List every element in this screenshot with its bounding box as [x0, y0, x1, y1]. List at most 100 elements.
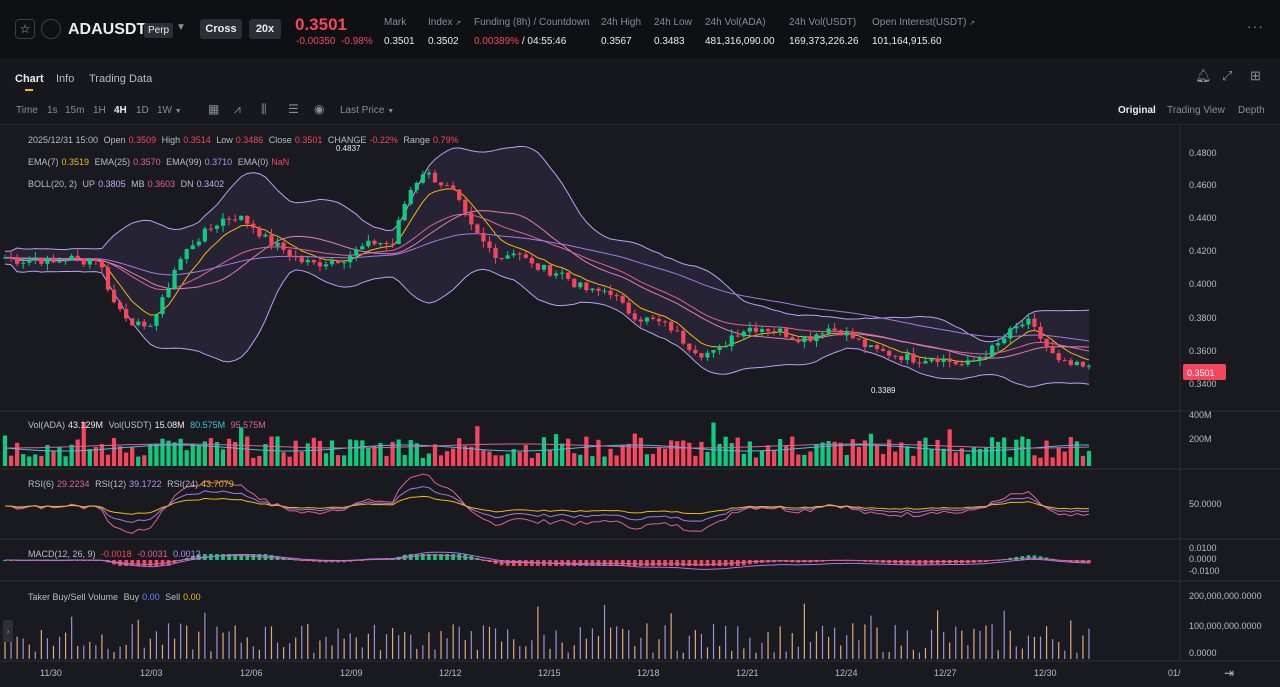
more-options-icon[interactable]: ···	[1247, 18, 1264, 34]
volume-bar	[584, 436, 589, 466]
timeframe-1h[interactable]: 1H	[93, 105, 106, 116]
tab-info[interactable]: Info	[56, 73, 75, 85]
settings-sliders-icon[interactable]: ☰	[288, 102, 299, 116]
volume-bar	[802, 454, 807, 466]
volume-bar	[99, 444, 105, 466]
candle-body	[1032, 318, 1037, 327]
candle-body	[808, 336, 813, 342]
volume-bar	[1038, 457, 1043, 466]
legend-low-label: Low	[216, 135, 233, 145]
chart-canvas[interactable]: 0.4837 0.3389 0.4800 0.4600 0.4400 0.4200 0.4…	[0, 126, 1280, 687]
view-trading-view[interactable]: Trading View	[1167, 105, 1225, 116]
favorite-star-icon[interactable]: ☆	[15, 19, 35, 39]
view-depth[interactable]: Depth	[1238, 105, 1265, 116]
symbol-name[interactable]: ADAUSDT	[68, 21, 147, 38]
legend-close-label: Close	[268, 135, 292, 145]
current-price-tag	[1183, 364, 1226, 380]
candle-body	[226, 218, 232, 220]
candle-body	[311, 260, 316, 263]
price-type-select[interactable]: Last Price ▼	[340, 105, 395, 116]
candle-body	[874, 345, 880, 349]
boll-mb-value: 0.3603	[147, 179, 176, 189]
volume-bar	[784, 445, 789, 466]
candle-body	[402, 203, 407, 221]
volume-bar	[717, 443, 722, 466]
candle-body	[438, 182, 444, 186]
margin-mode-button[interactable]: Cross	[200, 19, 242, 39]
candle-body	[414, 182, 419, 190]
expand-panel-icon[interactable]: ›	[3, 620, 13, 642]
timeframe-time[interactable]: Time	[16, 105, 38, 116]
volume-bar	[184, 450, 189, 466]
macd-histogram-bar	[245, 554, 250, 560]
calendar-icon[interactable]: ▦	[208, 102, 220, 116]
volume-bar	[572, 453, 577, 466]
clock-icon[interactable]: ◉	[314, 102, 325, 116]
candle-body	[862, 339, 868, 348]
tab-trading-data[interactable]: Trading Data	[89, 73, 153, 85]
volume-bar	[45, 445, 50, 466]
timeframe-1s[interactable]: 1s	[47, 105, 58, 116]
tab-chart[interactable]: Chart	[15, 73, 44, 85]
candle-body	[45, 258, 50, 264]
volume-bar	[535, 452, 541, 466]
volume-bar	[1074, 441, 1079, 466]
candle-body	[426, 172, 432, 175]
timeframe-15m[interactable]: 15m	[65, 105, 85, 116]
stat-value: 0.3483	[654, 36, 685, 47]
volume-bar	[27, 456, 32, 466]
scroll-to-end-icon[interactable]: ⇥	[1224, 666, 1234, 680]
volume-bar	[239, 427, 244, 466]
candle-type-icon[interactable]: ⫼	[261, 102, 267, 116]
view-original[interactable]: Original	[1118, 105, 1156, 116]
candle-body	[408, 189, 413, 204]
candle-body	[1026, 318, 1031, 325]
volume-bar	[402, 455, 407, 466]
candle-body	[868, 345, 874, 348]
layout-grid-icon[interactable]: ⊞	[1250, 68, 1261, 83]
timeframe-1w[interactable]: 1W ▼	[157, 105, 182, 116]
chevron-down-icon[interactable]: ▼	[176, 22, 186, 33]
rsi6-value: 29.2234	[57, 479, 90, 489]
candle-body	[487, 241, 492, 248]
timeframe-4h[interactable]: 4H	[114, 105, 127, 116]
macd-legend: MACD(12, 26, 9) -0.0018 -0.0031 0.0012	[28, 549, 204, 559]
vol-ma1-value: 80.575M	[190, 420, 226, 430]
candle-body	[166, 288, 171, 298]
stat-label: Index ↗	[428, 17, 462, 28]
macd-histogram-bar	[427, 554, 431, 560]
taker-axis-label: 100,000,000.0000	[1189, 621, 1262, 631]
volume-bar	[959, 448, 964, 466]
candle-body	[578, 282, 583, 288]
stat-label: 24h Vol(USDT)	[789, 17, 857, 28]
taker-sell-label: Sell	[165, 592, 181, 602]
macd-histogram-bar	[711, 560, 716, 566]
rsi12-label: RSI(12)	[95, 479, 127, 489]
candle-body	[790, 337, 795, 340]
volume-bar	[983, 447, 989, 466]
volume-bar	[432, 444, 438, 466]
alert-bell-icon[interactable]: 🔔︎	[1195, 68, 1212, 83]
candle-body	[263, 234, 268, 237]
timeframe-1d[interactable]: 1D	[136, 105, 149, 116]
candle-body	[1074, 361, 1079, 365]
volume-bar	[21, 454, 26, 466]
indicator-icon[interactable]: ⩘	[234, 102, 241, 116]
candle-body	[99, 260, 105, 268]
volume-bar	[57, 446, 62, 466]
macd-signal-line	[5, 551, 1089, 570]
date-axis-label: 11/30	[40, 668, 62, 678]
volume-bar	[75, 439, 80, 466]
chart-area[interactable]: 0.4837 0.3389 0.4800 0.4600 0.4400 0.4200 0.4…	[0, 126, 1280, 687]
volume-bar	[741, 453, 746, 466]
volume-bar	[208, 438, 214, 466]
volume-bar	[699, 441, 704, 466]
candle-body	[693, 349, 698, 354]
price-change-pct: -0.98%	[341, 36, 373, 47]
macd-histogram-bar	[421, 554, 425, 560]
macd-label: MACD(12, 26, 9)	[28, 549, 96, 559]
volume-bar	[547, 450, 553, 466]
fullscreen-icon[interactable]: ⤢	[1222, 68, 1233, 83]
volume-bar	[1032, 455, 1037, 466]
leverage-button[interactable]: 20x	[249, 19, 281, 39]
